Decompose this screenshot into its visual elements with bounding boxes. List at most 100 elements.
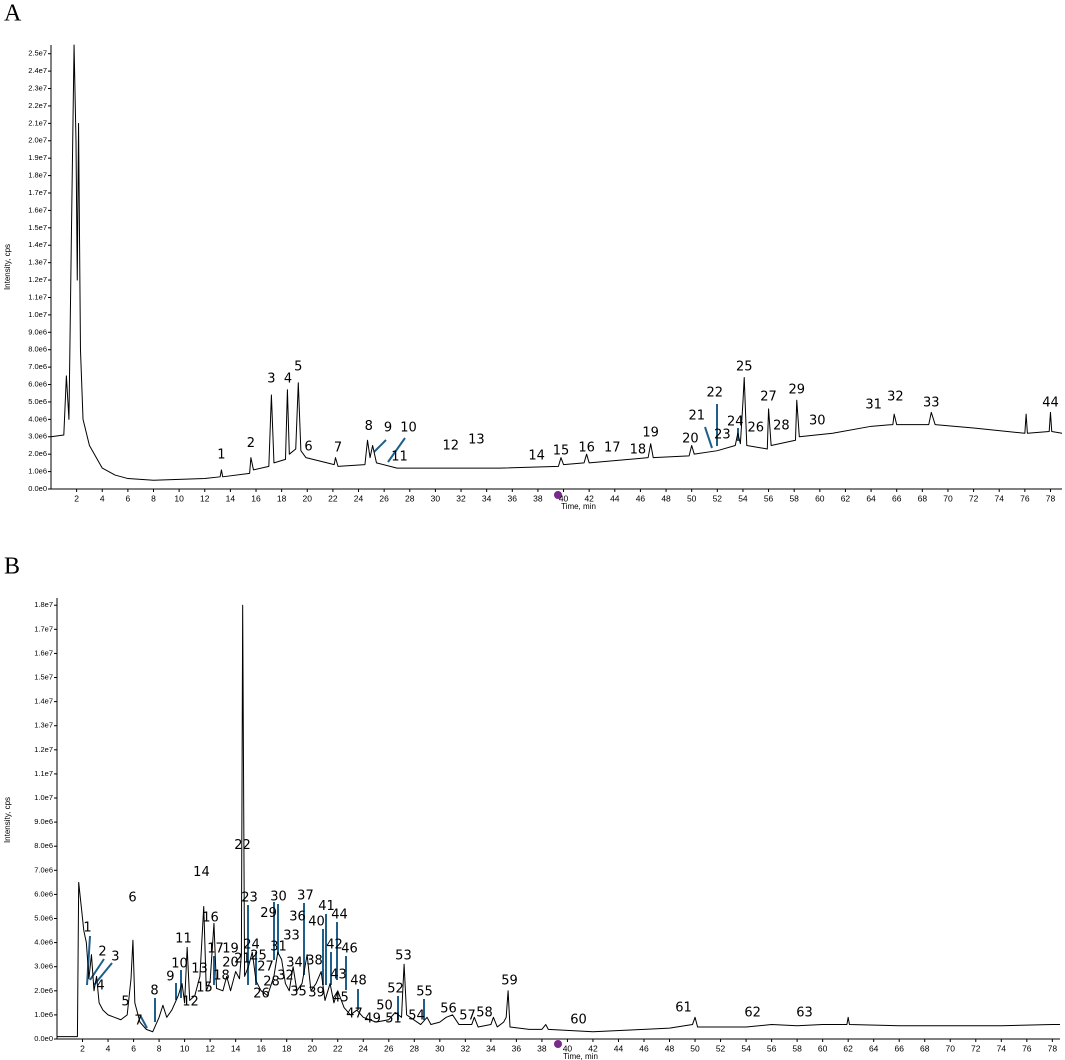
x-tick-label: 14 (231, 1043, 241, 1053)
peak-label: 14 (193, 865, 210, 880)
x-tick-label: 56 (767, 1043, 777, 1053)
peak-label: 29 (260, 906, 277, 921)
x-tick-label: 2 (80, 1043, 85, 1053)
peak-label: 30 (809, 413, 826, 428)
y-tick-label: 0.0e0 (28, 484, 47, 493)
y-tick-label: 1.4e7 (34, 697, 53, 706)
peak-label: 23 (714, 428, 731, 443)
leader-line (86, 935, 91, 986)
peak-label: 11 (175, 931, 192, 946)
y-tick-label: 2.5e7 (28, 49, 47, 58)
peak-label: 45 (332, 991, 349, 1006)
x-tick-label: 36 (512, 1043, 522, 1053)
x-tick-label: 52 (716, 1043, 726, 1053)
x-tick-label: 56 (764, 493, 774, 503)
y-tick-label: 2.4e7 (28, 66, 47, 75)
x-tick-label: 58 (792, 1043, 802, 1053)
y-tick-label: 1.5e7 (28, 223, 47, 232)
peak-label: 12 (182, 994, 199, 1009)
x-tick-label: 44 (614, 1043, 624, 1053)
x-tick-label: 78 (1046, 493, 1056, 503)
y-tick-label: 1.6e7 (28, 205, 47, 214)
x-tick-label: 24 (354, 493, 364, 503)
y-tick-label: 3.0e6 (34, 962, 53, 971)
x-tick-label: 36 (508, 493, 518, 503)
x-tick-label: 34 (482, 493, 492, 503)
x-tick-label: 34 (486, 1043, 496, 1053)
y-tick-label: 1.8e7 (28, 171, 47, 180)
peak-label: 7 (334, 440, 342, 455)
peak-label: 17 (604, 440, 621, 455)
peak-label: 6 (128, 890, 136, 905)
y-tick-label: 1.2e7 (34, 745, 53, 754)
peak-label: 26 (747, 421, 764, 436)
peak-label: 18 (630, 442, 647, 457)
peak-label: 48 (350, 973, 367, 988)
y-tick-label: 8.0e6 (28, 345, 47, 354)
peak-label: 28 (773, 418, 790, 433)
x-tick-label: 12 (200, 493, 210, 503)
x-tick-label: 18 (277, 493, 287, 503)
x-tick-label: 46 (639, 1043, 649, 1053)
x-tick-label: 30 (431, 493, 441, 503)
peak-label: 16 (578, 440, 595, 455)
peak-label: 31 (270, 939, 287, 954)
peak-label: 61 (675, 1000, 692, 1015)
peak-label: 9 (166, 969, 174, 984)
x-tick-label: 60 (818, 1043, 828, 1053)
peak-label: 15 (553, 444, 570, 459)
y-tick-label: 1.0e7 (28, 310, 47, 319)
y-tick-label: 1.7e7 (28, 188, 47, 197)
x-tick-label: 50 (687, 493, 697, 503)
peak-label: 2 (247, 436, 255, 451)
leader-line (89, 958, 105, 981)
x-tick-label: 8 (151, 493, 156, 503)
peak-label: 42 (326, 937, 343, 952)
x-tick-label: 8 (157, 1043, 162, 1053)
peak-label: 30 (270, 889, 287, 904)
y-tick-label: 2.2e7 (28, 101, 47, 110)
y-tick-label: 1.0e7 (34, 793, 53, 802)
time-marker-icon (554, 491, 562, 1048)
peak-label: 3 (111, 949, 119, 964)
peak-label: 20 (222, 955, 239, 970)
x-tick-label: 50 (690, 1043, 700, 1053)
peak-label: 8 (150, 983, 158, 998)
x-tick-label: 22 (333, 1043, 343, 1053)
y-tick-label: 3.0e6 (28, 432, 47, 441)
y-tick-label: 1.8e7 (34, 600, 53, 609)
x-tick-label: 78 (1048, 1043, 1058, 1053)
x-tick-label: 58 (789, 493, 799, 503)
peak-label: 19 (222, 941, 239, 956)
peak-label: 41 (318, 899, 335, 914)
peak-label: 34 (286, 955, 303, 970)
peak-label: 12 (443, 438, 460, 453)
peak-label: 18 (213, 968, 230, 983)
x-tick-label: 26 (379, 493, 389, 503)
peak-label: 11 (391, 449, 408, 464)
peak-label: 56 (440, 1001, 457, 1016)
trace-line (57, 604, 1060, 1038)
y-axis-title: Intensity, cps (3, 797, 12, 843)
x-tick-label: 62 (843, 1043, 853, 1053)
peak-label: 43 (330, 967, 347, 982)
peak-label: 57 (459, 1008, 476, 1023)
peak-label: 62 (744, 1005, 761, 1020)
y-tick-label: 1.3e7 (34, 721, 53, 730)
marker-icon (554, 1040, 562, 1048)
y-tick-label: 1.3e7 (28, 258, 47, 267)
peak-label: 16 (202, 910, 219, 925)
x-tick-label: 6 (131, 1043, 136, 1053)
y-tick-label: 1.9e7 (28, 153, 47, 162)
peak-label: 17 (207, 941, 224, 956)
y-tick-label: 6.0e6 (34, 889, 53, 898)
x-axis-title: Time, min (561, 502, 596, 511)
chart-panel: B 0.0e0 1.0e6 2.0e6 3.0e6 4.0e6 5.0e6 6.0e6 7.0e… (3, 554, 1060, 1060)
x-tick-label: 40 (563, 1043, 573, 1053)
peak-label: 35 (290, 985, 307, 1000)
y-tick-label: 0.0e0 (34, 1034, 53, 1043)
x-tick-label: 62 (841, 493, 851, 503)
x-tick-label: 12 (205, 1043, 215, 1053)
x-tick-label: 46 (636, 493, 646, 503)
